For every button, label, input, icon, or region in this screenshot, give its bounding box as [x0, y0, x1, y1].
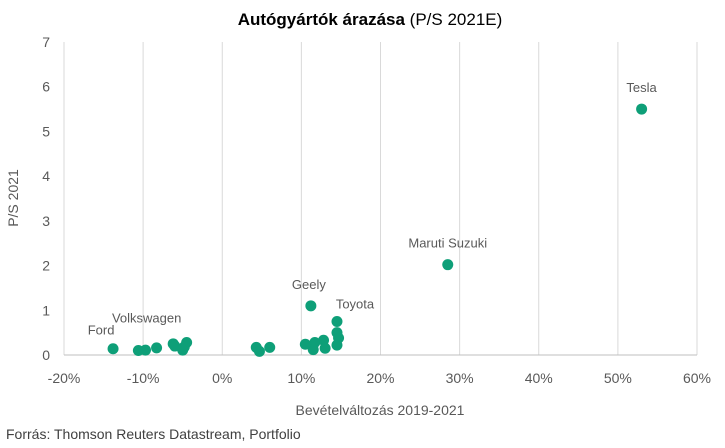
data-point — [299, 338, 311, 350]
point-annotation: Geely — [292, 277, 326, 292]
data-point — [307, 344, 319, 356]
x-tick-label: 60% — [683, 370, 711, 386]
x-tick-labels: -20% -10% 0% 10% 20% 30% 40% 50% 60% — [48, 370, 711, 386]
data-point — [636, 103, 648, 115]
x-tick-label: 0% — [212, 370, 232, 386]
chart-title-rest: (P/S 2021E) — [410, 10, 503, 29]
data-point — [264, 341, 276, 353]
x-axis-label: Bevételváltozás 2019-2021 — [296, 402, 465, 418]
x-tick-label: 10% — [287, 370, 315, 386]
y-tick-label: 3 — [42, 213, 50, 229]
y-tick-labels: 0 1 2 3 4 5 6 7 — [42, 34, 50, 363]
y-tick-label: 7 — [42, 34, 50, 50]
point-annotation: Toyota — [336, 296, 375, 311]
y-tick-label: 1 — [42, 302, 50, 318]
data-point — [305, 300, 317, 312]
scatter-chart: Autógyártók árazása (P/S 2021E) 0 1 2 3 4 5 6 7… — [5, 10, 711, 418]
point-annotation: Maruti Suzuki — [408, 236, 487, 251]
data-point — [151, 342, 163, 354]
y-tick-label: 5 — [42, 123, 50, 139]
y-axis-label: P/S 2021 — [5, 169, 21, 227]
data-points — [107, 103, 648, 357]
data-point — [132, 345, 144, 357]
x-tick-label: 50% — [604, 370, 632, 386]
x-tick-label: -10% — [127, 370, 160, 386]
point-annotation: Volkswagen — [112, 310, 181, 325]
data-point — [319, 342, 331, 354]
point-annotation: Ford — [88, 323, 115, 338]
x-tick-label: 30% — [446, 370, 474, 386]
y-tick-label: 6 — [42, 79, 50, 95]
source-note: Forrás: Thomson Reuters Datastream, Port… — [6, 426, 301, 442]
point-annotation: Tesla — [626, 80, 657, 95]
chart-title: Autógyártók árazása (P/S 2021E) — [238, 10, 503, 29]
data-point — [442, 259, 454, 271]
y-tick-label: 4 — [42, 168, 50, 184]
point-annotations: Tesla Maruti Suzuki Geely Toyota VolkswagenF… — [88, 80, 658, 338]
x-tick-label: -20% — [48, 370, 81, 386]
data-point — [331, 339, 343, 351]
x-tick-label: 40% — [525, 370, 553, 386]
y-tick-label: 0 — [42, 347, 50, 363]
data-point — [107, 343, 119, 355]
chart-title-bold: Autógyártók árazása — [238, 10, 406, 29]
data-point — [253, 345, 265, 357]
x-tick-label: 20% — [366, 370, 394, 386]
gridlines — [63, 42, 698, 355]
y-tick-label: 2 — [42, 258, 50, 274]
data-point — [331, 315, 343, 327]
data-point — [169, 340, 181, 352]
